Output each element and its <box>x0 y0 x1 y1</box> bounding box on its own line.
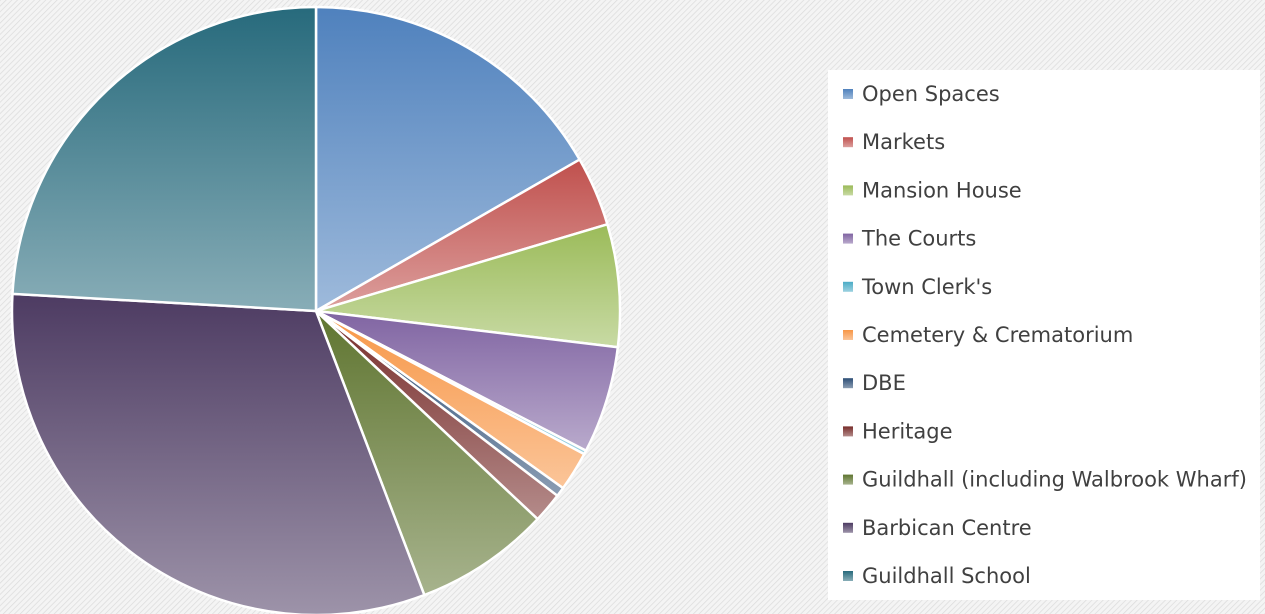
legend-swatch <box>843 330 853 340</box>
legend-swatch <box>843 474 853 485</box>
legend-label: Barbican Centre <box>862 516 1032 540</box>
legend-label: Town Clerk's <box>861 275 992 299</box>
legend-swatch <box>843 378 853 389</box>
legend-swatch <box>843 89 853 99</box>
legend-swatch <box>843 426 853 437</box>
legend-box <box>828 70 1260 600</box>
legend-swatch <box>843 571 853 581</box>
legend-label: The Courts <box>861 227 976 251</box>
pie-slice <box>11 5 318 313</box>
legend-swatch <box>843 185 853 196</box>
legend-swatch <box>843 281 853 292</box>
legend-label: Markets <box>862 130 945 154</box>
legend-swatch <box>843 522 853 533</box>
legend-label: Mansion House <box>862 178 1022 202</box>
pie-slice <box>315 222 622 349</box>
legend-label: DBE <box>862 371 906 395</box>
legend-swatch <box>843 233 853 244</box>
legend-label: Open Spaces <box>862 82 1000 106</box>
pie-slice <box>314 5 582 314</box>
legend-label: Guildhall School <box>862 564 1031 588</box>
pie-slice <box>314 310 540 597</box>
legend-label: Cemetery & Crematorium <box>862 323 1133 347</box>
legend-label: Guildhall (including Walbrook Wharf) <box>862 468 1247 492</box>
legend-label: Heritage <box>862 419 953 443</box>
legend-swatch <box>843 137 853 148</box>
